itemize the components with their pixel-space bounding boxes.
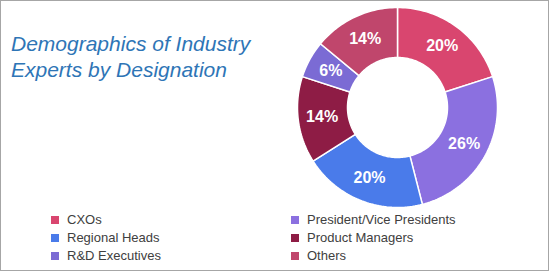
html-text:Product Managers: Product Managers [307, 230, 414, 245]
svg-text:14%: 14% [349, 30, 381, 47]
svg-text:26%: 26% [448, 135, 480, 152]
svg-text:20%: 20% [426, 37, 458, 54]
html-text:Others: Others [307, 248, 346, 263]
html-text:R&D Executives: R&D Executives [67, 248, 161, 263]
html-text:Regional Heads: Regional Heads [67, 230, 160, 245]
html-text:CXOs: CXOs [67, 212, 102, 227]
svg-text:6%: 6% [319, 62, 342, 79]
html-text:Demographics of Industry Exper: Demographics of Industry Experts by Desi… [11, 32, 251, 81]
html-text:President/Vice Presidents: President/Vice Presidents [307, 212, 456, 227]
svg-text:14%: 14% [306, 108, 338, 125]
svg-text:20%: 20% [354, 169, 386, 186]
